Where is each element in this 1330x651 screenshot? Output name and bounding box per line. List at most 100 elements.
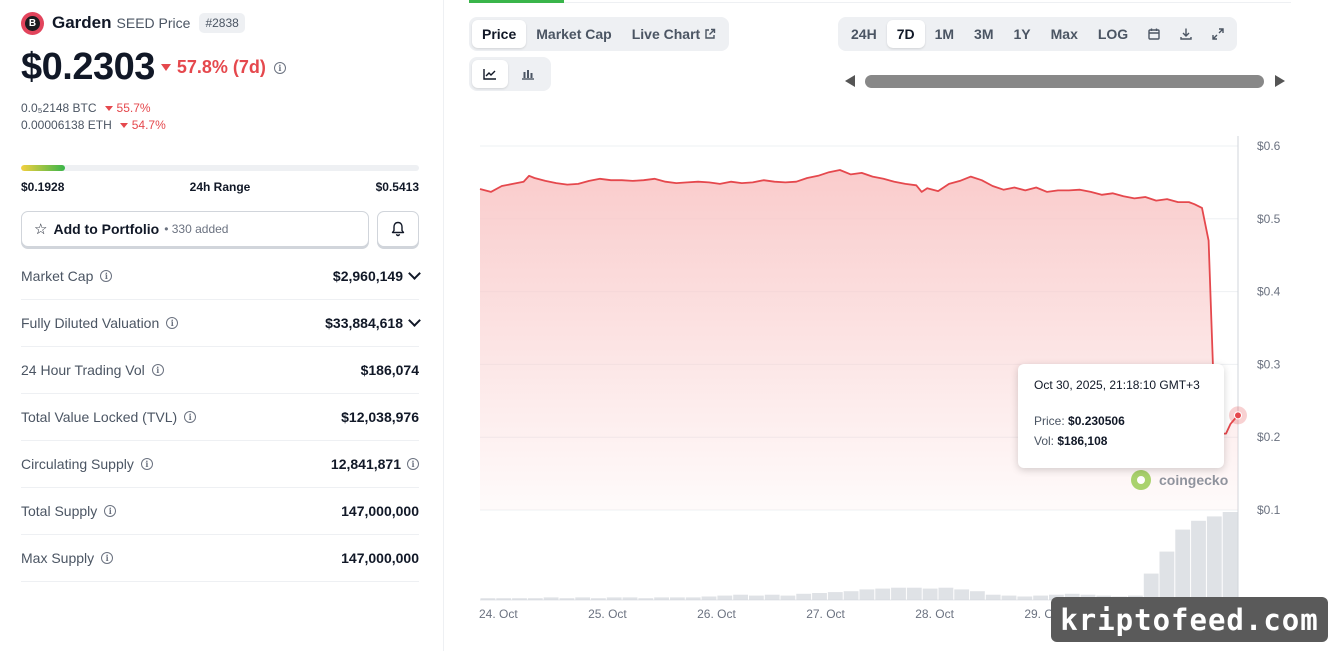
x-tick-label: 24. Oct bbox=[479, 607, 518, 621]
stat-row: Circulating Supply i 12,841,871 i bbox=[21, 441, 419, 488]
volume-bar bbox=[891, 587, 906, 600]
stat-row: 24 Hour Trading Vol i $186,074 bbox=[21, 347, 419, 394]
info-icon[interactable]: i bbox=[104, 505, 117, 517]
volume-bar bbox=[906, 587, 922, 600]
down-arrow-icon bbox=[160, 64, 171, 71]
volume-bar bbox=[796, 593, 812, 600]
volume-bar bbox=[1191, 520, 1206, 600]
volume-bar bbox=[1175, 529, 1191, 600]
range-1m[interactable]: 1M bbox=[934, 26, 955, 42]
stat-label: Market Cap i bbox=[21, 268, 113, 284]
tab-live-chart-label: Live Chart bbox=[631, 26, 701, 42]
y-tick-label: $0.6 bbox=[1257, 139, 1281, 153]
volume-bar bbox=[1143, 573, 1159, 600]
fullscreen-button[interactable] bbox=[1202, 20, 1234, 48]
eth-price-row: 0.00006138 ETH 54.7% bbox=[21, 118, 166, 132]
btc-change: 55.7% bbox=[104, 101, 151, 115]
candlestick-button[interactable] bbox=[508, 60, 548, 88]
y-tick-label: $0.5 bbox=[1257, 212, 1281, 226]
volume-bar bbox=[559, 598, 575, 600]
scroll-left-arrow[interactable] bbox=[845, 75, 855, 87]
time-range-selector: 24H 7D 1M 3M 1Y Max LOG bbox=[838, 17, 1238, 51]
volume-bar bbox=[543, 597, 559, 600]
volume-bar bbox=[685, 597, 701, 600]
info-icon[interactable]: i bbox=[273, 61, 286, 74]
y-tick-label: $0.2 bbox=[1257, 430, 1281, 444]
chevron-down-icon[interactable] bbox=[408, 314, 421, 327]
price-chart[interactable]: $0.6 $0.5 $0.4 $0.3 $0.2 $0.1 24. Oct 25. Oct 26… bbox=[445, 0, 1330, 651]
stat-row[interactable]: Fully Diluted Valuation i $33,884,618 bbox=[21, 300, 421, 347]
volume-bar bbox=[496, 598, 512, 600]
price-row: $0.2303 57.8% (7d) i bbox=[21, 46, 286, 89]
volume-bar bbox=[1001, 595, 1017, 600]
info-icon[interactable]: i bbox=[166, 317, 179, 329]
range-3m[interactable]: 3M bbox=[974, 26, 994, 42]
volume-bar bbox=[701, 596, 717, 600]
tooltip-price-label: Price: bbox=[1034, 414, 1065, 428]
stat-value: $12,038,976 bbox=[341, 409, 419, 425]
volume-bar bbox=[985, 594, 1001, 600]
overlay-brand-text: kriptofeed.com bbox=[1060, 602, 1319, 637]
range-1y[interactable]: 1Y bbox=[1013, 26, 1031, 42]
info-icon[interactable]: i bbox=[100, 270, 113, 282]
stat-label: Total Supply i bbox=[21, 503, 117, 519]
top-divider bbox=[469, 2, 1291, 3]
chart-navigator-scrollbar[interactable] bbox=[865, 75, 1264, 88]
calendar-button[interactable] bbox=[1138, 20, 1170, 48]
tab-live-chart[interactable]: Live Chart bbox=[622, 20, 726, 48]
btc-price-row: 0.0₅2148 BTC 55.7% bbox=[21, 101, 151, 115]
coin-name: Garden bbox=[52, 13, 112, 32]
info-icon[interactable]: i bbox=[184, 411, 197, 423]
stat-value: 12,841,871 i bbox=[331, 456, 419, 472]
volume-bar bbox=[591, 598, 606, 600]
volume-bar bbox=[764, 594, 780, 600]
tooltip-vol-row: Vol: $186,108 bbox=[1034, 434, 1208, 448]
volume-bar bbox=[717, 595, 733, 600]
stat-label: Circulating Supply i bbox=[21, 456, 153, 472]
range-log[interactable]: LOG bbox=[1097, 26, 1129, 42]
stat-value-text: $33,884,618 bbox=[325, 315, 403, 331]
price-line bbox=[479, 169, 1239, 435]
stat-value-text: $2,960,149 bbox=[332, 268, 403, 284]
tab-price[interactable]: Price bbox=[472, 20, 527, 48]
line-chart-button[interactable] bbox=[472, 60, 508, 88]
volume-bar bbox=[480, 598, 496, 600]
volume-bar bbox=[622, 597, 638, 600]
fullscreen-icon bbox=[1212, 28, 1224, 40]
chart-panel: Price Market Cap Live Chart 24H 7D bbox=[445, 0, 1330, 651]
eth-change-text: 54.7% bbox=[131, 118, 166, 132]
candlestick-icon bbox=[522, 70, 534, 80]
stat-value: $186,074 bbox=[361, 362, 419, 378]
stat-label-text: Circulating Supply bbox=[21, 456, 134, 472]
info-icon[interactable]: i bbox=[151, 364, 164, 376]
info-icon[interactable]: i bbox=[407, 458, 419, 470]
range-7d[interactable]: 7D bbox=[886, 20, 925, 48]
download-button[interactable] bbox=[1170, 20, 1202, 48]
coin-logo: B bbox=[21, 11, 44, 35]
range-high: $0.5413 bbox=[375, 180, 419, 194]
stat-row[interactable]: Market Cap i $2,960,149 bbox=[21, 253, 421, 300]
price-alert-button[interactable] bbox=[377, 211, 419, 247]
stat-value-text: $186,074 bbox=[360, 362, 419, 378]
volume-bar bbox=[843, 591, 859, 600]
stat-row: Total Value Locked (TVL) i $12,038,976 bbox=[21, 394, 419, 441]
volume-bar bbox=[859, 589, 875, 600]
stat-label-text: Fully Diluted Valuation bbox=[21, 315, 160, 331]
tab-market-cap[interactable]: Market Cap bbox=[536, 26, 612, 42]
range-24h[interactable]: 24H bbox=[851, 26, 877, 42]
info-icon[interactable]: i bbox=[140, 458, 153, 470]
price-change-7d: 57.8% (7d) bbox=[160, 57, 266, 78]
btc-change-text: 55.7% bbox=[116, 101, 151, 115]
scroll-right-arrow[interactable] bbox=[1275, 75, 1285, 87]
down-arrow-icon bbox=[104, 105, 113, 111]
info-icon[interactable]: i bbox=[101, 552, 114, 564]
stat-label-text: Market Cap bbox=[21, 268, 94, 284]
volume-bar bbox=[1033, 595, 1048, 600]
eth-price: 0.00006138 ETH bbox=[21, 118, 112, 132]
range-max[interactable]: Max bbox=[1050, 26, 1078, 42]
stat-value: $2,960,149 bbox=[332, 267, 421, 284]
add-to-portfolio-button[interactable]: ☆ Add to Portfolio • 330 added bbox=[21, 211, 369, 247]
chevron-down-icon[interactable] bbox=[408, 267, 421, 280]
stat-value: 147,000,000 bbox=[341, 550, 419, 566]
volume-bar bbox=[638, 598, 654, 600]
